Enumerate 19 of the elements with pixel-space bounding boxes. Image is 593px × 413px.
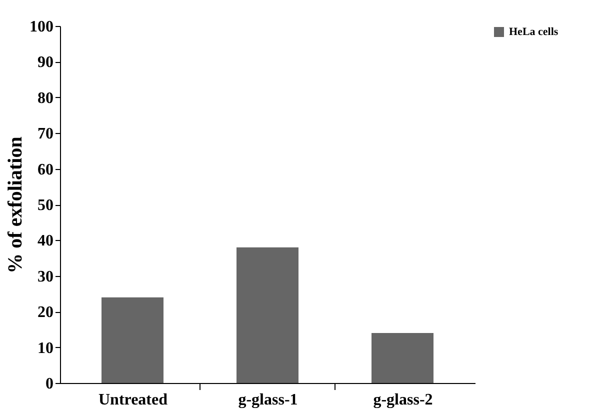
y-tick-label: 90 <box>38 54 54 72</box>
y-tick-label: 80 <box>38 90 54 107</box>
y-tick-label: 0 <box>46 376 54 392</box>
x-tick-label: g-glass-1 <box>238 392 298 408</box>
y-tick-label: 60 <box>38 161 54 178</box>
y-tick-label: 10 <box>38 340 54 357</box>
x-tick-label: Untreated <box>98 392 168 408</box>
bar <box>236 247 298 383</box>
bar <box>372 333 434 383</box>
y-tick-label: 70 <box>38 126 54 143</box>
y-tick-label: 30 <box>38 268 54 286</box>
y-tick-label: 40 <box>38 232 54 250</box>
y-axis-title: % of exfoliation <box>4 136 26 274</box>
bar <box>102 297 164 383</box>
y-tick-label: 100 <box>30 18 54 36</box>
y-tick-label: 50 <box>38 197 54 214</box>
x-tick-label: g-glass-2 <box>373 392 433 408</box>
y-tick-label: 20 <box>38 304 54 322</box>
legend-label: HeLa cells <box>509 26 559 38</box>
